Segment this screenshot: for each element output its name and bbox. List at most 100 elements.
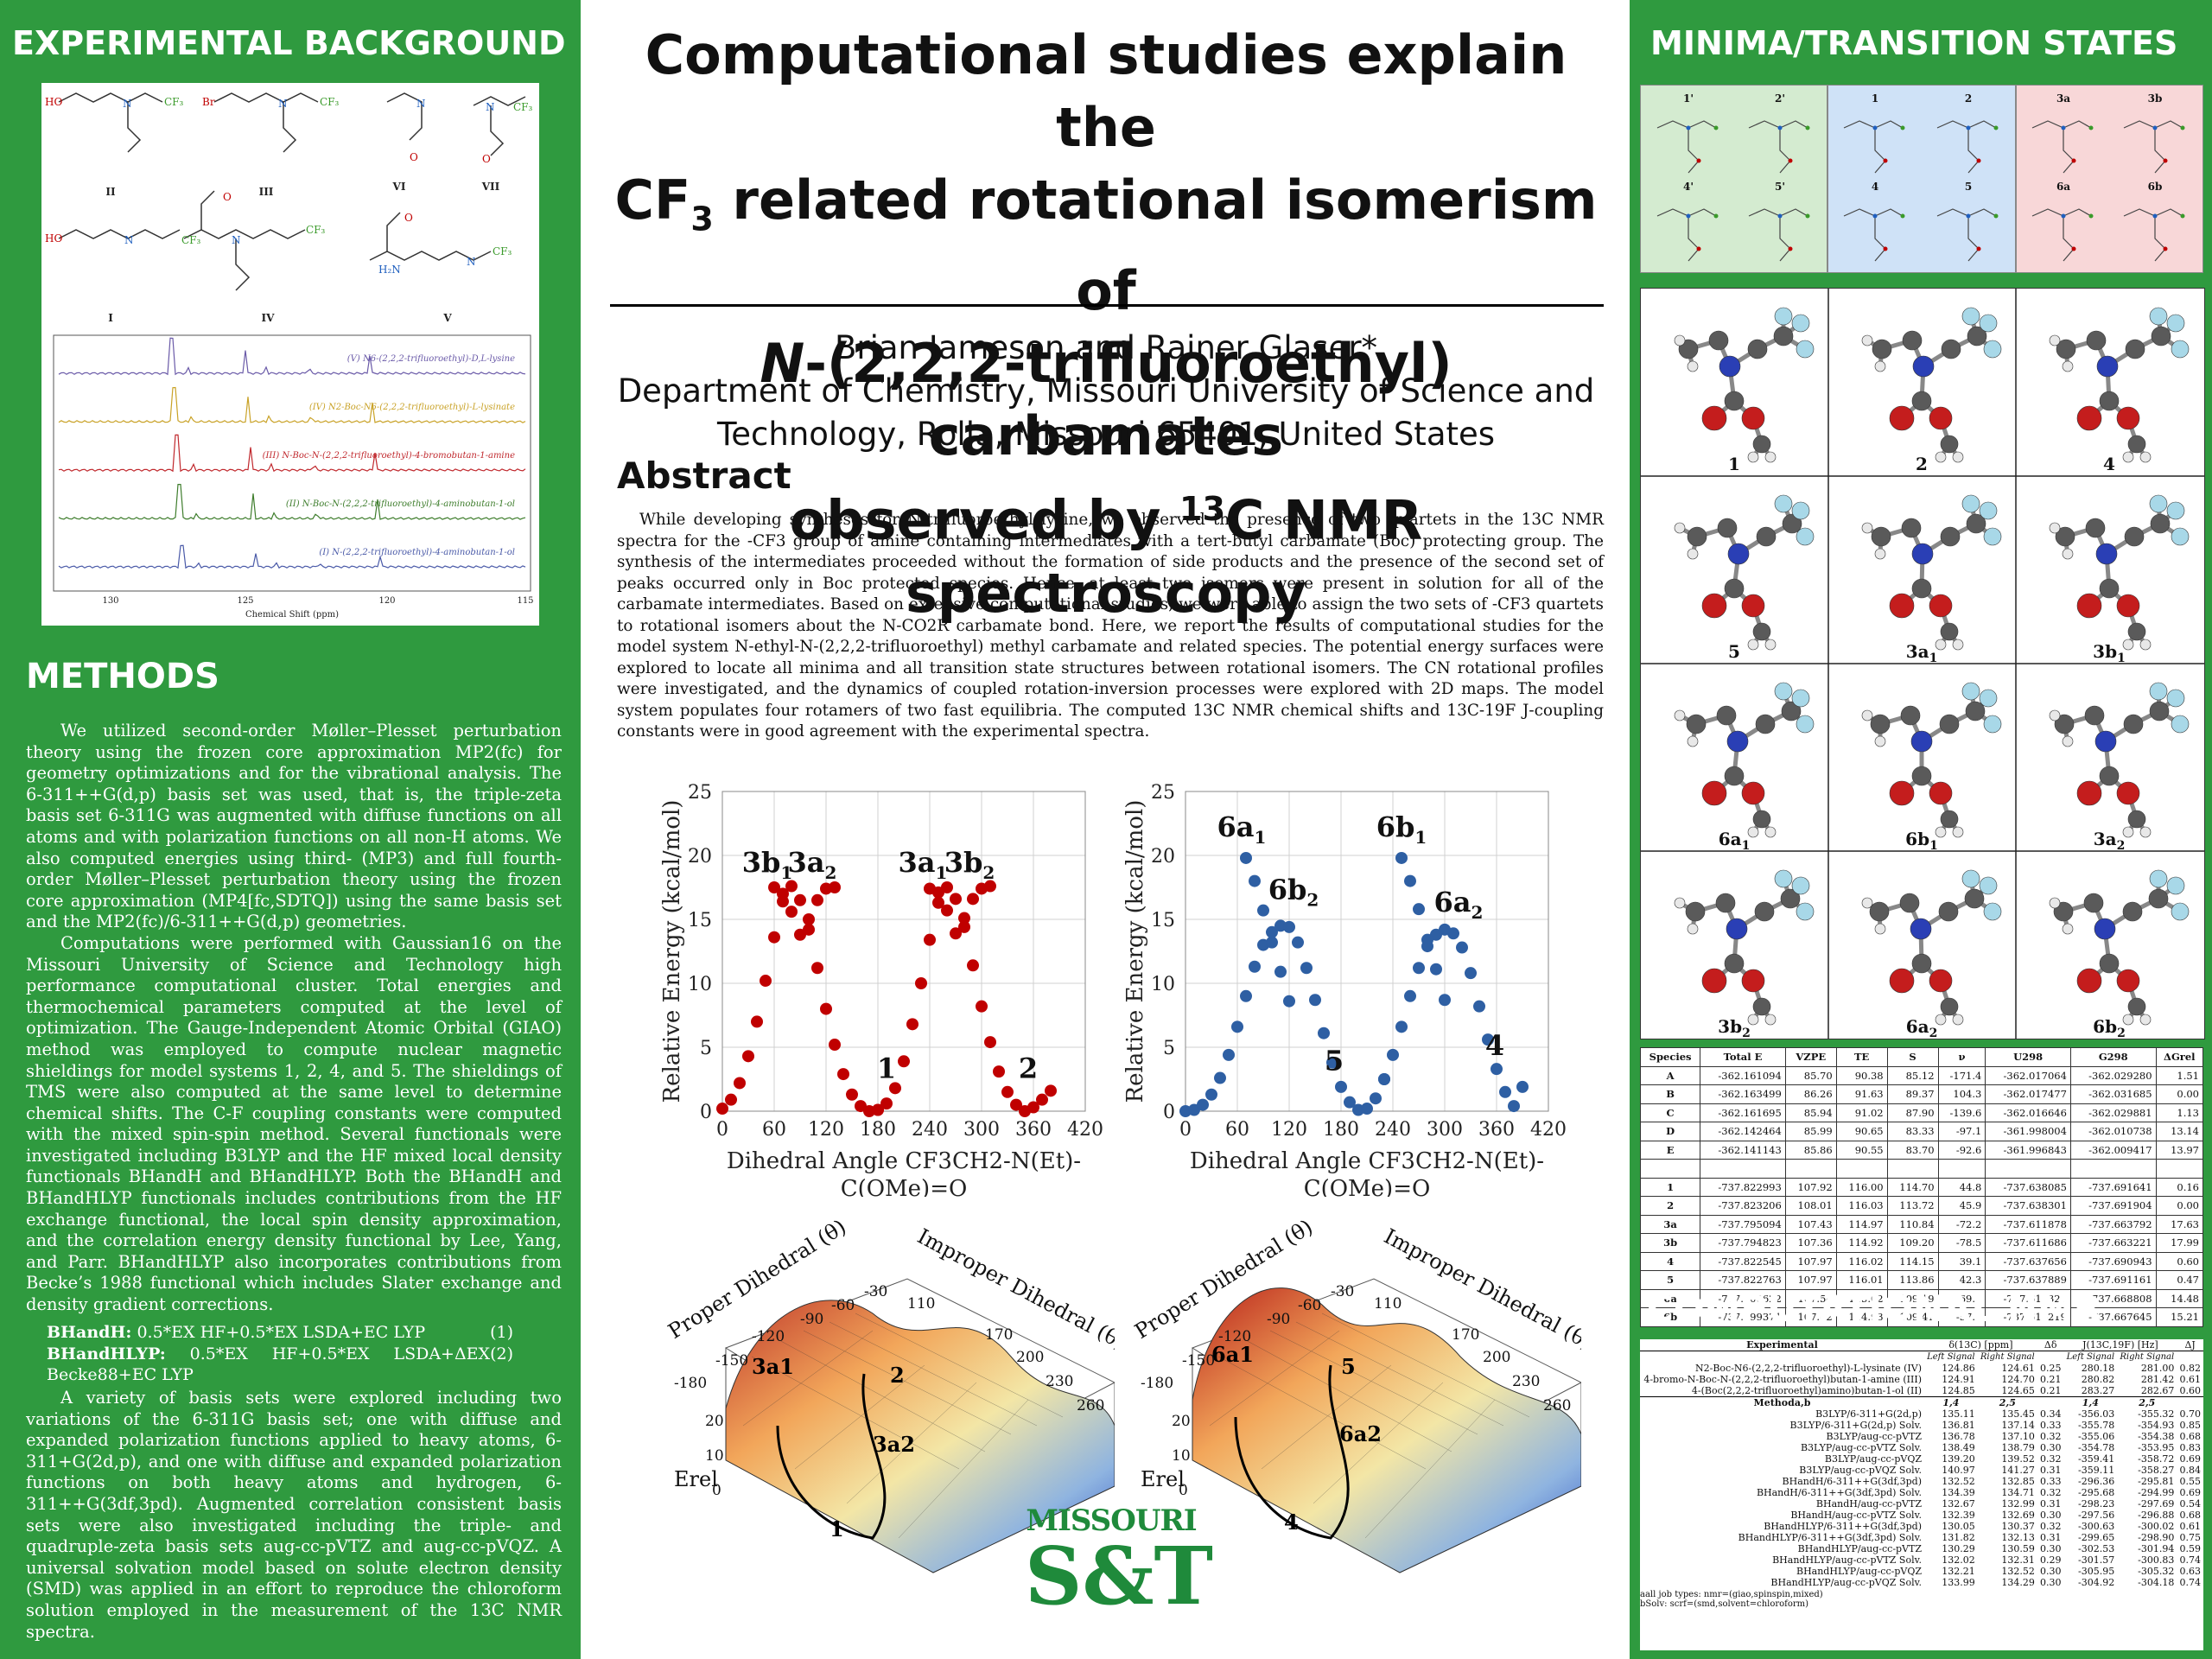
table-cell: -295.81 bbox=[2138, 1475, 2175, 1487]
erel-tick: 0 bbox=[712, 1482, 721, 1499]
table-cell: 107.43 bbox=[1784, 1214, 1837, 1234]
scheme-atom bbox=[1788, 246, 1793, 251]
molecule-atom bbox=[1929, 406, 1953, 430]
molecule-atom bbox=[1726, 918, 1748, 940]
table-cell: 283.27 bbox=[2081, 1384, 2115, 1396]
table-cell: 0.69 bbox=[2179, 1452, 2202, 1465]
molecule-atom bbox=[2099, 766, 2120, 786]
scheme-skeleton bbox=[2063, 128, 2075, 174]
scheme-atom bbox=[2088, 213, 2094, 219]
chart-x-tick: 120 bbox=[808, 1119, 844, 1141]
molecule-atom bbox=[1741, 594, 1765, 618]
table-cell: 13.97 bbox=[2155, 1140, 2204, 1160]
chart-point bbox=[1266, 925, 1278, 938]
proper-tick: -150 bbox=[715, 1352, 748, 1370]
molecule-atom bbox=[1929, 781, 1953, 805]
scheme-skeleton bbox=[2154, 216, 2166, 262]
chart-x-tick: 60 bbox=[1225, 1119, 1249, 1141]
chart-point bbox=[958, 920, 970, 933]
chart-point bbox=[950, 927, 962, 940]
molecule-atom bbox=[2094, 918, 2116, 940]
chart-point bbox=[880, 1097, 893, 1110]
scheme-atom bbox=[1872, 125, 1878, 130]
energy-table-header: Total E bbox=[1700, 1047, 1786, 1067]
molecule-atom bbox=[1961, 307, 1980, 326]
table-row: BHandHLYP/aug-cc-pVQZ Solv. 133.99 134.29 0… bbox=[1640, 1577, 2203, 1588]
molecule-atom bbox=[1796, 527, 1815, 546]
chart-point bbox=[1036, 1093, 1048, 1106]
table-cell: 0.33 bbox=[2039, 1475, 2062, 1487]
table-row: 5 -737.822763 107.97 116.01 113.86 42.3 -737.6… bbox=[1639, 1270, 2204, 1290]
chart-point bbox=[915, 977, 927, 989]
molecule-atom bbox=[1747, 826, 1759, 838]
surface-label: 4 bbox=[1284, 1510, 1299, 1535]
table-cell: 124.65 bbox=[2001, 1384, 2035, 1396]
scheme-skeleton bbox=[2154, 128, 2166, 174]
structure-label: 6a2 bbox=[1906, 1016, 1938, 1039]
chart-point bbox=[1240, 851, 1252, 864]
table-cell: 17.63 bbox=[2155, 1214, 2204, 1234]
chart-point bbox=[1027, 1101, 1039, 1114]
table-cell: 0.84 bbox=[2179, 1464, 2202, 1476]
scheme-atom bbox=[1872, 213, 1878, 219]
scheme-blue bbox=[1827, 85, 2016, 273]
molecule-atom bbox=[1724, 766, 1745, 786]
molecule-atom bbox=[1752, 810, 1771, 829]
scheme-skeleton bbox=[1967, 128, 1980, 174]
chart-point bbox=[1508, 1100, 1520, 1113]
university-logo: MISSOURI S&T bbox=[1025, 1503, 1213, 1618]
svg-text:N: N bbox=[123, 98, 132, 110]
nmr-col-j: J(13C,19F) [Hz] bbox=[2063, 1339, 2177, 1351]
molecule-atom bbox=[1701, 780, 1727, 806]
chart-point bbox=[794, 893, 806, 906]
molecule-atom bbox=[1747, 451, 1759, 463]
proper-tick: -180 bbox=[674, 1375, 707, 1392]
scheme-atom bbox=[2088, 125, 2094, 130]
table-cell: -362.163499 bbox=[1700, 1084, 1786, 1104]
molecule-atom bbox=[1939, 714, 1960, 734]
chart-point bbox=[872, 1103, 884, 1116]
molecule-atom bbox=[1952, 1014, 1964, 1026]
experimental-structures: HO Br O O HO O O N N N N N N N H₂N CF₃ CF₃ CF₃ CF… bbox=[45, 92, 534, 620]
table-cell bbox=[1937, 1159, 1986, 1179]
molecule-atom bbox=[2116, 406, 2140, 430]
molecule-atom bbox=[2076, 968, 2102, 994]
scheme-atom bbox=[2152, 125, 2158, 130]
table-cell: 89.37 bbox=[1886, 1084, 1939, 1104]
molecule-atom bbox=[1983, 340, 2002, 359]
table-cell: 0.21 bbox=[2039, 1373, 2062, 1385]
table-cell: 116.03 bbox=[1835, 1196, 1888, 1216]
minima-heading: MINIMA/TRANSITION STATES bbox=[1650, 24, 2178, 62]
chart-x-tick: 60 bbox=[762, 1119, 786, 1141]
molecule-atom bbox=[2049, 334, 2061, 346]
table-cell: -737.823206 bbox=[1700, 1196, 1786, 1216]
molecule-atom bbox=[2094, 730, 2117, 753]
structure-label: 3a2 bbox=[2094, 829, 2126, 853]
structure-label: 6b1 bbox=[1905, 829, 1938, 853]
table-cell: B3LYP/aug-cc-pVQZ Solv. bbox=[1799, 1464, 1922, 1476]
structure-label: 4 bbox=[2103, 454, 2115, 474]
scheme-green bbox=[1640, 85, 1828, 273]
molecule-atom bbox=[1754, 901, 1775, 922]
chart-point-label: 3a1 bbox=[899, 846, 948, 883]
compound-label: VI bbox=[392, 181, 406, 193]
molecule-atom bbox=[2096, 355, 2119, 378]
chart-point bbox=[906, 1018, 918, 1031]
surface-plot-right: 6a1 5 6a2 4 Erel Proper Dihedral (θ) Imp… bbox=[1130, 1215, 1581, 1573]
scheme-atom bbox=[2163, 158, 2168, 163]
molecule-atom bbox=[2127, 435, 2146, 454]
molecule-atom bbox=[1687, 360, 1699, 372]
chart-point bbox=[1430, 963, 1442, 976]
table-cell: BHandHLYP/6-311++G(3df,3pd) bbox=[1764, 1520, 1922, 1532]
molecule-atom bbox=[1983, 902, 2002, 921]
molecule-atom bbox=[1910, 730, 1933, 753]
table-cell: 132.52 bbox=[2001, 1565, 2035, 1577]
molecule-atom bbox=[1941, 339, 1961, 359]
chart-point-label: 2 bbox=[1019, 1052, 1038, 1085]
table-cell: -297.69 bbox=[2138, 1497, 2175, 1510]
eq-number: (2) bbox=[490, 1344, 513, 1363]
nmr-sub: 2,5 bbox=[1977, 1395, 2037, 1408]
molecule-atom bbox=[1773, 326, 1794, 346]
molecule-atom bbox=[2166, 876, 2185, 895]
table-cell: 0.63 bbox=[2179, 1565, 2202, 1577]
